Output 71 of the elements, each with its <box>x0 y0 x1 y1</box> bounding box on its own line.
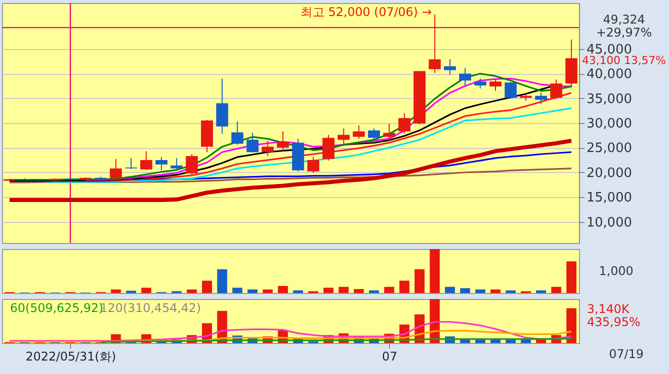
text: 43,100 13,57% <box>582 54 666 67</box>
candlestick <box>110 158 122 180</box>
y-tick-label: 10,000 <box>586 215 632 230</box>
candlestick <box>550 79 562 100</box>
y-tick-label: 40,000 <box>586 67 632 82</box>
candlestick <box>276 130 289 152</box>
candlestick <box>444 58 456 76</box>
candlestick <box>474 78 486 89</box>
bar <box>384 286 394 293</box>
candlestick <box>231 121 244 146</box>
bar <box>186 289 197 293</box>
x-tick-label: 07 <box>382 350 398 364</box>
bar <box>430 249 440 293</box>
candlestick <box>125 158 138 170</box>
bar <box>566 308 576 343</box>
candlestick <box>155 156 168 171</box>
bar <box>551 286 562 293</box>
bar <box>110 289 121 293</box>
bar <box>506 290 516 293</box>
bar <box>278 286 288 293</box>
text: 1,000 <box>599 264 634 278</box>
bar <box>490 289 500 293</box>
candlestick <box>186 154 198 175</box>
candlestick <box>489 79 502 92</box>
bar <box>248 289 258 293</box>
bar <box>444 286 455 293</box>
line-series <box>8 107 572 184</box>
bar <box>323 288 334 293</box>
candlestick <box>216 78 228 134</box>
x-tick-label: 2022/05/31(화) <box>26 350 116 364</box>
bar <box>369 290 380 293</box>
y-tick-label: 30,000 <box>586 116 632 132</box>
bar <box>262 289 273 293</box>
bar <box>566 261 576 293</box>
candlestick <box>352 124 365 140</box>
candlestick <box>322 134 334 162</box>
bar <box>354 289 364 293</box>
bar <box>232 288 242 293</box>
ref-line-label: 49,324 +29,97% <box>596 12 652 40</box>
candlestick <box>368 128 380 141</box>
bar <box>202 280 212 293</box>
candlestick <box>535 92 548 105</box>
candlestick <box>262 140 274 157</box>
candlestick <box>428 14 441 74</box>
candlestick <box>307 156 320 174</box>
line-series <box>8 138 574 202</box>
bar <box>475 289 486 293</box>
annotation: 최고 52,000 (07/06) → <box>300 5 432 19</box>
bar <box>293 290 304 293</box>
candlestick <box>398 112 410 134</box>
y-tick-label: 35,000 <box>586 92 632 107</box>
bar <box>536 290 546 293</box>
bar <box>460 288 470 293</box>
text: 07/19 <box>609 347 644 361</box>
bar <box>141 288 152 293</box>
candlestick <box>459 68 472 86</box>
bar <box>338 286 349 293</box>
y-tick-label: 15,000 <box>586 190 632 206</box>
text: 3,140K 435,95% <box>587 302 640 329</box>
candlestick <box>338 128 350 144</box>
candlestick <box>140 150 152 170</box>
y-tick-label: 25,000 <box>586 141 632 156</box>
line-series <box>84 78 572 181</box>
candlestick <box>383 122 396 142</box>
bar <box>414 269 425 293</box>
candlestick <box>504 82 517 99</box>
bar <box>399 280 410 293</box>
candlestick <box>170 158 183 170</box>
candlestick <box>246 132 259 154</box>
y-tick-label: 20,000 <box>586 166 632 181</box>
bar <box>217 269 228 293</box>
